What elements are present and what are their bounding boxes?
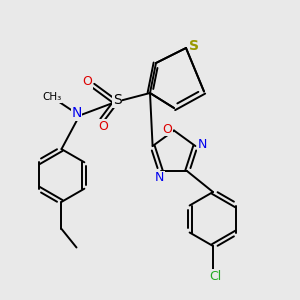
Text: O: O [99,120,108,133]
Text: N: N [71,106,82,120]
Text: O: O [82,75,92,88]
Text: S: S [112,94,122,107]
Text: O: O [163,122,172,136]
Text: N: N [154,171,164,184]
Text: N: N [197,138,207,151]
Text: Cl: Cl [209,269,221,283]
Text: CH₃: CH₃ [42,92,61,103]
Text: S: S [189,39,200,52]
